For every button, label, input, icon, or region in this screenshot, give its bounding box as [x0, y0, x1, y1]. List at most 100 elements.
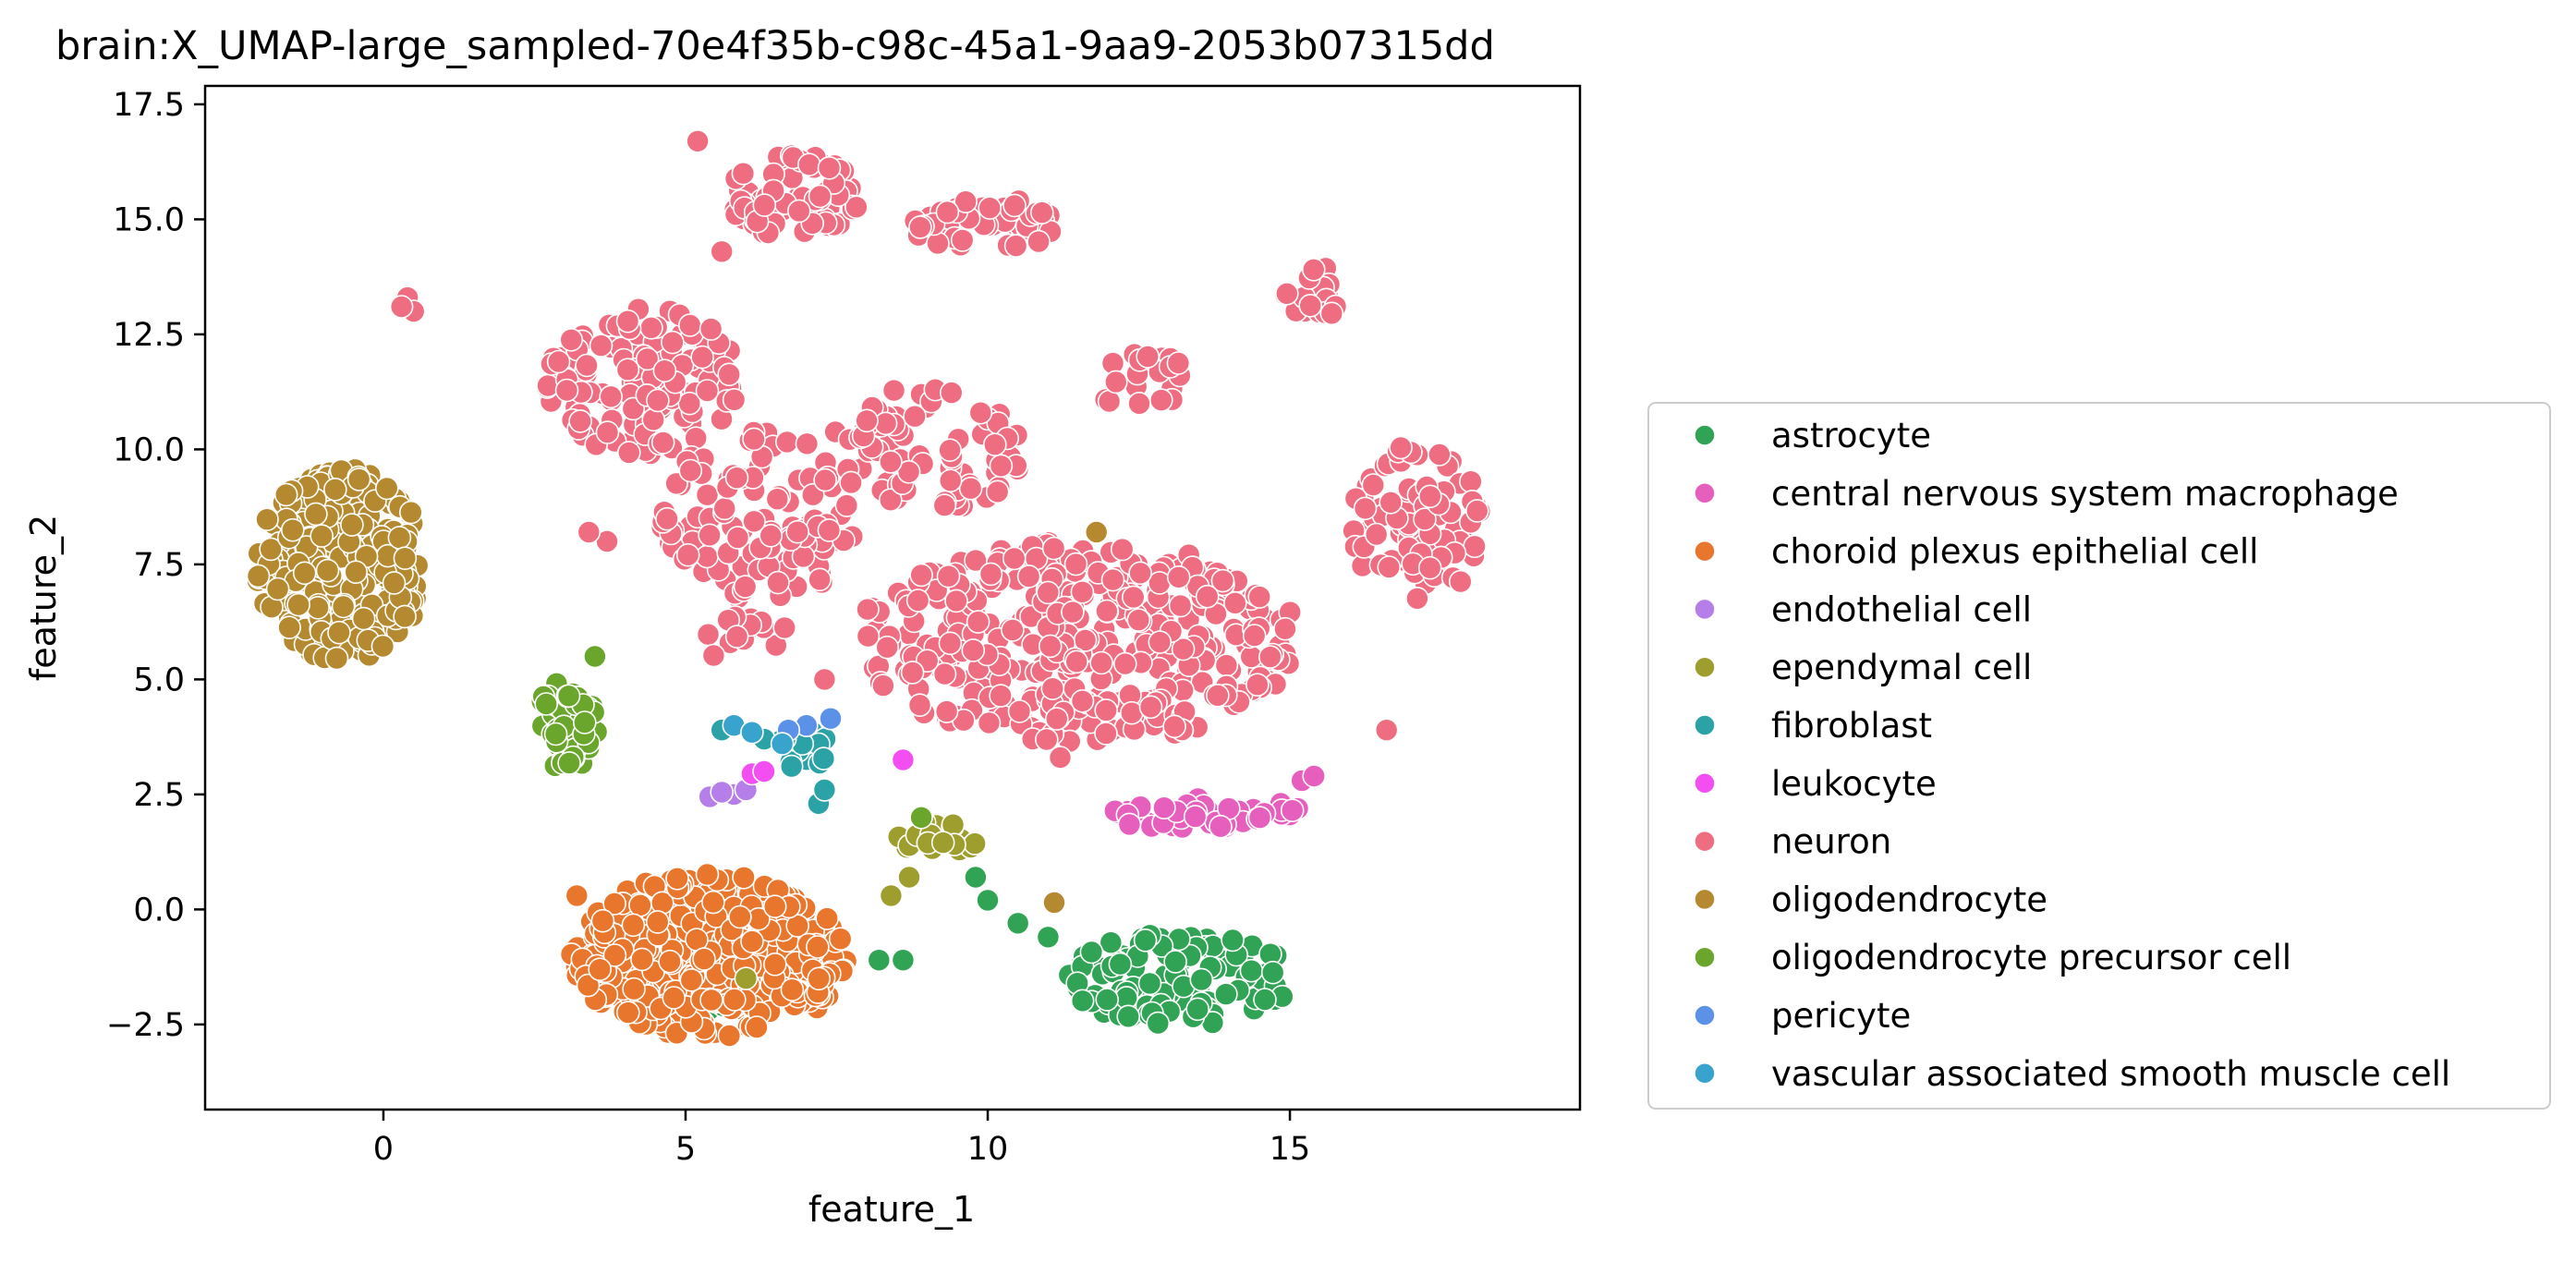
data-point [1209, 814, 1233, 839]
legend-item: oligodendrocyte [1694, 880, 2047, 919]
data-point [1002, 546, 1027, 571]
data-point [1247, 806, 1272, 830]
data-point [1127, 391, 1151, 416]
data-point [645, 910, 670, 934]
data-point [630, 947, 654, 972]
legend-marker [1694, 540, 1716, 563]
data-point [324, 646, 349, 671]
series-1 [1103, 764, 1326, 840]
legend-item: ependymal cell [1694, 648, 2032, 687]
data-point [878, 488, 903, 513]
data-point [1041, 536, 1066, 561]
data-point [590, 908, 615, 933]
data-point [742, 509, 766, 534]
data-point [686, 129, 710, 153]
legend-label: astrocyte [1771, 416, 1931, 455]
chart-title: brain:X_UMAP-large_sampled-70e4f35b-c98c… [55, 23, 1495, 69]
data-point [1079, 940, 1104, 965]
data-point [351, 606, 376, 631]
data-point [1206, 683, 1230, 708]
data-point [812, 778, 837, 802]
data-point [752, 193, 777, 217]
data-point [371, 634, 395, 659]
y-tick-label: 10.0 [113, 431, 185, 468]
data-point [1136, 345, 1160, 369]
data-point [1100, 567, 1125, 592]
data-point [1428, 443, 1452, 467]
data-point [1002, 193, 1027, 218]
data-point [1195, 584, 1220, 609]
data-point [881, 378, 906, 403]
data-point [731, 161, 756, 186]
data-point [1183, 805, 1208, 829]
data-point [273, 482, 298, 507]
data-point [766, 570, 790, 595]
data-point [695, 379, 720, 403]
data-point [675, 542, 700, 567]
data-point [639, 315, 663, 340]
data-point [1045, 707, 1069, 731]
data-point [577, 520, 601, 544]
data-point [1298, 293, 1322, 318]
data-point [722, 988, 747, 1012]
data-point [1149, 388, 1173, 412]
data-point [932, 661, 957, 686]
data-point [1273, 616, 1297, 641]
data-point [762, 894, 787, 919]
data-point [1094, 722, 1118, 746]
data-point [1379, 490, 1403, 515]
data-point [989, 454, 1014, 479]
data-point [678, 458, 703, 483]
legend-item: oligodendrocyte precursor cell [1694, 938, 2291, 977]
data-point [740, 929, 764, 953]
data-point [557, 751, 581, 775]
x-tick-label: 0 [373, 1131, 394, 1168]
data-point [583, 644, 607, 669]
data-point [1016, 564, 1041, 589]
data-point [1275, 281, 1299, 306]
data-point [732, 865, 756, 890]
data-point [779, 754, 804, 779]
data-point [589, 334, 614, 358]
y-tick-label: 2.5 [133, 777, 185, 814]
data-point [977, 710, 1002, 735]
data-point [900, 661, 925, 685]
y-tick-label: 15.0 [113, 201, 185, 238]
data-point [891, 948, 916, 972]
data-point [1361, 473, 1386, 497]
data-point [1128, 561, 1152, 586]
data-point [679, 968, 704, 992]
data-point [813, 467, 837, 492]
legend-marker [1694, 946, 1716, 968]
data-point [280, 517, 305, 542]
data-point [665, 866, 689, 891]
data-point [909, 805, 933, 830]
legend-label: oligodendrocyte [1771, 880, 2047, 919]
data-point [976, 888, 1000, 913]
data-point [964, 865, 988, 890]
data-point [740, 720, 764, 745]
data-point [1113, 651, 1137, 676]
legend-label: leukocyte [1771, 764, 1937, 804]
legend-label: central nervous system macrophage [1771, 474, 2399, 514]
data-point [905, 589, 930, 613]
data-point [588, 957, 613, 981]
data-point [1048, 746, 1073, 770]
data-point [968, 400, 993, 425]
data-point [742, 427, 766, 452]
legend-item: fibroblast [1694, 706, 1932, 746]
legend-items: astrocyte central nervous system macropha… [1694, 416, 2450, 1094]
data-point [1260, 960, 1285, 985]
data-point [935, 200, 960, 224]
data-point [374, 476, 399, 501]
legend-label: choroid plexus epithelial cell [1771, 532, 2258, 572]
data-point [717, 1024, 742, 1048]
data-point [1247, 585, 1271, 609]
data-point [646, 388, 670, 413]
data-point [867, 948, 892, 972]
data-point [1084, 520, 1109, 544]
data-point [699, 317, 723, 341]
legend-marker [1694, 1062, 1716, 1085]
data-point [543, 722, 568, 746]
